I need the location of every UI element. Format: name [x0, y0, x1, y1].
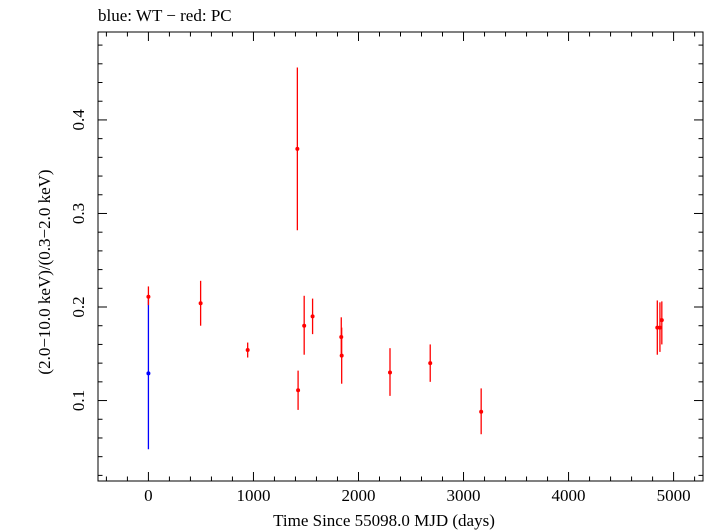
y-tick-label: 0.4 — [69, 109, 88, 131]
x-tick-label: 1000 — [236, 486, 270, 505]
x-tick-label: 5000 — [657, 486, 691, 505]
x-tick-label: 0 — [144, 486, 153, 505]
data-point — [659, 318, 664, 323]
y-tick-label: 0.2 — [69, 296, 88, 317]
data-point — [339, 353, 344, 358]
x-tick-label: 2000 — [341, 486, 375, 505]
x-axis-label: Time Since 55098.0 MJD (days) — [273, 511, 495, 530]
plot-frame — [97, 31, 704, 482]
data-point — [657, 325, 662, 330]
axis-ticks — [98, 32, 703, 481]
chart-title: blue: WT − red: PC — [98, 6, 232, 25]
data-point — [198, 301, 203, 306]
data-point — [479, 409, 484, 414]
data-point — [428, 361, 433, 366]
data-point — [387, 370, 392, 375]
y-axis-label: (2.0−10.0 keV)/(0.3−2.0 keV) — [35, 169, 54, 374]
y-tick-label: 0.3 — [69, 203, 88, 224]
data-point — [302, 323, 307, 328]
data-point — [245, 348, 250, 353]
data-marks — [146, 67, 664, 450]
data-point — [310, 314, 315, 319]
data-point — [295, 146, 300, 151]
y-tick-label: 0.1 — [69, 390, 88, 411]
x-tick-label: 4000 — [552, 486, 586, 505]
data-point — [146, 371, 151, 376]
x-tick-label: 3000 — [447, 486, 481, 505]
data-point — [146, 294, 151, 299]
axis-tick-labels: 0 1000 2000 3000 4000 5000 0.1 0.2 0.3 0.4 — [69, 109, 691, 505]
data-point — [296, 388, 301, 393]
